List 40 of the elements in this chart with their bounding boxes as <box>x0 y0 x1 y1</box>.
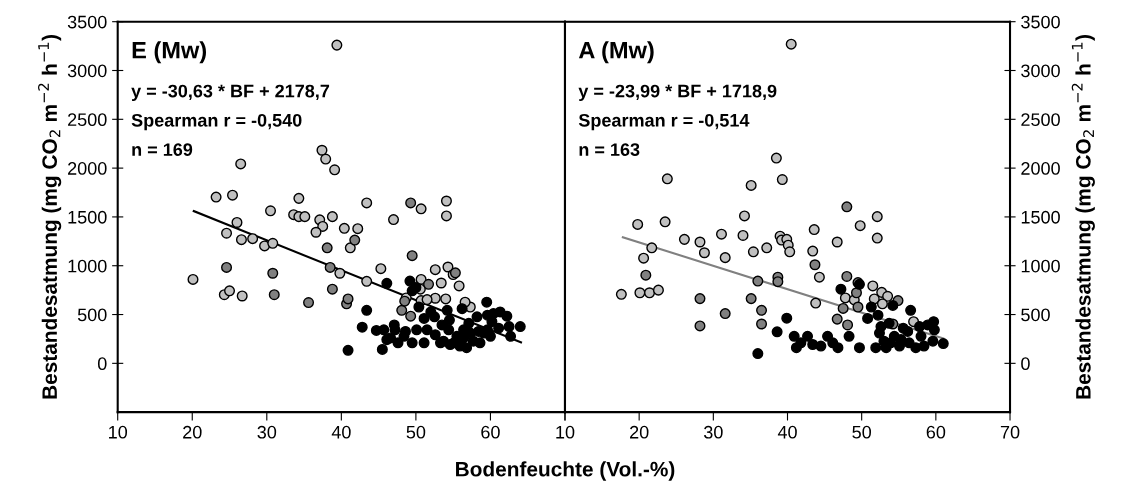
x-tick-label: 30 <box>703 425 723 439</box>
y2-tick-label: 3000 <box>1021 64 1060 78</box>
annotation: y = -30,63 * BF + 2178,7 <box>131 84 330 101</box>
y-tick-label: 500 <box>77 308 107 322</box>
x-tick-label: 40 <box>777 425 797 439</box>
x-tick-label: 20 <box>183 425 202 439</box>
text: A (Mw) <box>578 41 654 64</box>
y-tick-label: 2000 <box>68 162 107 175</box>
y-tick-label: 3000 <box>67 64 107 78</box>
x-tick-label: 50 <box>406 425 426 439</box>
x-tick-label: 30 <box>257 425 277 439</box>
x-tick-label: 60 <box>481 425 500 439</box>
x-tick-label: 70 <box>1000 425 1020 439</box>
x-tick-label: 10 <box>556 425 575 439</box>
y-tick-label: 3500 <box>67 15 107 29</box>
y2-tick-label: 2500 <box>1021 113 1060 127</box>
y2-tick-label: 1500 <box>1021 210 1060 224</box>
x-axis-title: Bodenfeuchte (Vol.-%) <box>456 461 675 481</box>
annotation: Spearman r = -0,514 <box>578 113 750 131</box>
y2-tick-label: 2000 <box>1021 162 1060 175</box>
y2-axis-title: Bestandesatmung (mg CO$_{2}$ m$^{−2}$ h$^{−1}$) <box>1071 35 1095 399</box>
y-tick-label: 1500 <box>68 210 107 224</box>
annotation: n = 163 <box>579 143 640 157</box>
annotation: Spearman r = -0,540 <box>131 113 302 131</box>
y-tick-label: 0 <box>97 357 107 371</box>
x-tick-label: 50 <box>852 425 872 439</box>
y-tick-label: 1000 <box>68 259 107 273</box>
y2-tick-label: 3500 <box>1021 15 1060 29</box>
x-tick-label: 20 <box>630 425 649 439</box>
annotation: y = -23,99 * BF + 1718,9 <box>578 84 777 101</box>
x-tick-label: 60 <box>926 425 946 439</box>
text: E (Mw) <box>132 41 207 64</box>
annotation: n = 169 <box>132 143 193 156</box>
y2-tick-label: 500 <box>1021 308 1050 322</box>
y-tick-label: 2500 <box>68 113 107 127</box>
x-tick-label: 10 <box>109 425 128 439</box>
y2-tick-label: 1000 <box>1021 259 1060 273</box>
y2-tick-label: 0 <box>1021 357 1030 371</box>
x-tick-label: 40 <box>331 425 351 439</box>
y-axis-title: Bestandesatmung (mg CO$_{2}$ m$^{−2}$ h$^{−1}$) <box>38 35 62 399</box>
